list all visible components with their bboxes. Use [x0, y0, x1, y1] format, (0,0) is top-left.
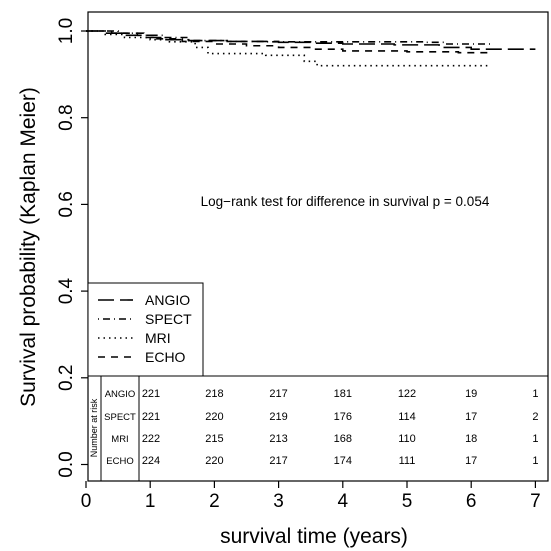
risk-value: 17: [465, 411, 477, 423]
risk-value: 2: [532, 411, 538, 423]
curve-angio: [86, 30, 536, 51]
legend: ANGIO SPECT MRI ECHO: [87, 282, 204, 377]
risk-value: 111: [399, 455, 416, 467]
legend-label-angio: ANGIO: [145, 292, 190, 308]
x-axis-title: survival time (years): [220, 525, 408, 548]
logrank-annotation: Log−rank test for difference in survival…: [201, 194, 490, 209]
risk-value: 18: [465, 433, 477, 445]
x-tick-label: 7: [530, 491, 541, 512]
risk-value: 174: [334, 455, 352, 467]
plot-frame: [87, 11, 549, 482]
risk-value: 220: [205, 455, 223, 467]
risk-table-header: Number at risk: [89, 398, 99, 457]
risk-value: 114: [398, 411, 416, 423]
risk-value: 224: [142, 455, 160, 467]
legend-label-echo: ECHO: [145, 349, 186, 365]
risk-value: 1: [532, 388, 538, 400]
risk-row-label: ANGIO: [105, 389, 136, 400]
y-tick-label: 0.8: [56, 104, 77, 130]
risk-value: 218: [205, 388, 223, 400]
risk-value: 17: [465, 455, 477, 467]
risk-value: 1: [532, 433, 538, 445]
risk-value: 219: [269, 411, 287, 423]
risk-row-label: MRI: [111, 434, 128, 445]
curve-spect: [86, 30, 491, 45]
axes-layer: 0 1 2 3 4 5 6 7 0.0 0.2 0.4 0.6 0.8 1.0: [56, 11, 549, 512]
risk-value: 215: [205, 433, 223, 445]
risk-value: 110: [398, 433, 416, 445]
x-tick-label: 3: [273, 491, 284, 512]
x-tick-label: 4: [338, 491, 349, 512]
curve-mri: [86, 30, 491, 67]
y-tick-label: 0.6: [56, 191, 77, 217]
x-tick-label: 1: [145, 491, 156, 512]
risk-value: 220: [205, 411, 223, 423]
survival-curves: [86, 30, 536, 67]
risk-value: 222: [142, 433, 160, 445]
curve-echo: [86, 30, 491, 54]
risk-value: 181: [334, 388, 352, 400]
risk-value: 217: [269, 388, 287, 400]
y-tick-label: 0.0: [56, 451, 77, 477]
risk-value: 1: [532, 455, 538, 467]
y-tick-label: 1.0: [56, 18, 77, 44]
risk-value: 221: [142, 411, 160, 423]
x-tick-label: 5: [402, 491, 413, 512]
y-tick-label: 0.4: [56, 277, 77, 304]
risk-value: 213: [269, 433, 287, 445]
x-tick-label: 2: [209, 491, 220, 512]
x-tick-label: 0: [81, 491, 92, 512]
legend-label-mri: MRI: [145, 330, 171, 346]
risk-value: 168: [334, 433, 352, 445]
risk-value: 217: [269, 455, 287, 467]
y-axis-title: Survival probability (Kaplan Meier): [17, 87, 40, 407]
risk-row-label: ECHO: [106, 456, 133, 467]
legend-box: [87, 282, 204, 377]
risk-value: 19: [465, 388, 477, 400]
risk-value: 176: [334, 411, 352, 423]
risk-row-label: SPECT: [104, 412, 136, 423]
risk-value: 221: [142, 388, 160, 400]
legend-label-spect: SPECT: [145, 311, 192, 327]
x-tick-label: 6: [466, 491, 477, 512]
y-tick-label: 0.2: [56, 365, 77, 391]
risk-value: 122: [398, 388, 416, 400]
